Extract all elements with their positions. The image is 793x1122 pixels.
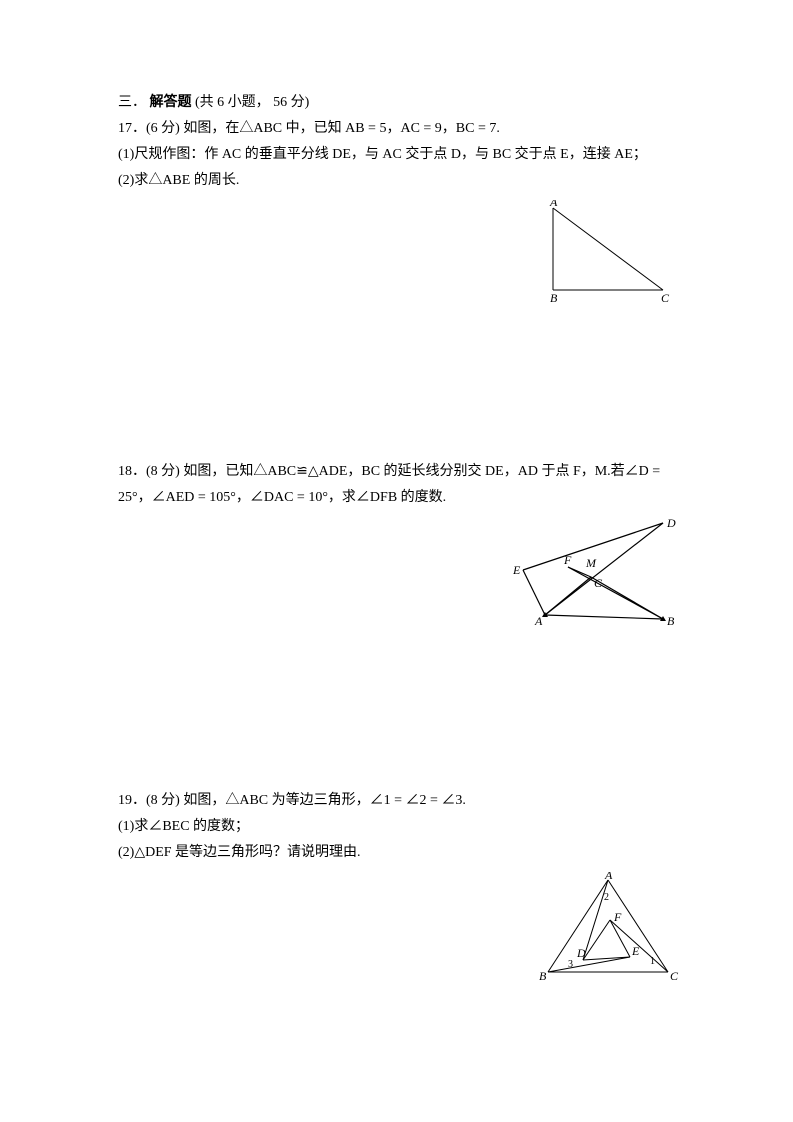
svg-text:E: E	[513, 563, 521, 577]
q17-stem-text: 如图，在△ABC 中，已知 AB = 5，AC = 9，BC = 7.	[183, 121, 500, 136]
q18-figure: A B C D E FM	[513, 515, 683, 633]
q17-sub1: (1)尺规作图：作 AC 的垂直平分线 DE，与 AC 交于点 D，与 BC 交…	[118, 142, 683, 168]
svg-text:2: 2	[604, 892, 609, 903]
q17-number: 17．	[118, 121, 146, 136]
svg-text:C: C	[670, 969, 679, 983]
heading-prefix: 三．	[118, 95, 146, 110]
q17-figure: A B C	[533, 200, 683, 305]
q19-sub2: (2)△DEF 是等边三角形吗？请说明理由.	[118, 840, 683, 866]
svg-text:D: D	[576, 946, 586, 960]
q19-stem: 19．(8 分) 如图，△ABC 为等边三角形，∠1 = ∠2 = ∠3.	[118, 788, 683, 814]
q17-figure-block: A B C	[118, 200, 693, 315]
q18-points: (8 分)	[146, 464, 183, 479]
svg-text:F: F	[613, 910, 622, 924]
q18-number: 18．	[118, 464, 146, 479]
q19-number: 19．	[118, 793, 146, 808]
svg-text:D: D	[666, 516, 676, 530]
svg-text:A: A	[549, 200, 558, 209]
svg-text:A: A	[604, 872, 613, 882]
q17-points: (6 分)	[146, 121, 183, 136]
q17-stem: 17．(6 分) 如图，在△ABC 中，已知 AB = 5，AC = 9，BC …	[118, 116, 683, 142]
svg-text:B: B	[550, 291, 558, 305]
q18-stem-a: 18．(8 分) 如图，已知△ABC≌△ADE，BC 的延长线分别交 DE，AD…	[118, 459, 683, 485]
svg-text:A: A	[534, 614, 543, 628]
q18-stem-text-a: 如图，已知△ABC≌△ADE，BC 的延长线分别交 DE，AD 于点 F，M.若…	[183, 464, 660, 479]
svg-text:1: 1	[650, 956, 655, 967]
svg-text:B: B	[667, 614, 675, 628]
section-heading: 三． 解答题 (共 6 小题， 56 分)	[118, 90, 683, 116]
svg-text:C: C	[594, 576, 603, 590]
q17-sub2: (2)求△ABE 的周长.	[118, 168, 683, 194]
heading-suffix: (共 6 小题， 56 分)	[195, 95, 309, 110]
q19-stem-text: 如图，△ABC 为等边三角形，∠1 = ∠2 = ∠3.	[183, 793, 466, 808]
svg-text:F: F	[563, 553, 572, 567]
q18-figure-block: A B C D E FM	[118, 515, 758, 643]
q18-stem-b: 25°，∠AED = 105°，∠DAC = 10°，求∠DFB 的度数.	[118, 485, 683, 511]
spacer2	[118, 643, 683, 788]
svg-text:3: 3	[568, 959, 573, 970]
heading-title: 解答题	[150, 95, 192, 110]
q19-points: (8 分)	[146, 793, 183, 808]
q19-figure-block: A B C D E F 1 2 3	[118, 872, 693, 997]
q19-sub1: (1)求∠BEC 的度数；	[118, 814, 683, 840]
svg-text:M: M	[585, 556, 597, 570]
svg-text:B: B	[539, 969, 547, 983]
q19-figure: A B C D E F 1 2 3	[538, 872, 683, 987]
svg-text:E: E	[631, 944, 640, 958]
spacer1	[118, 314, 683, 459]
svg-text:C: C	[661, 291, 670, 305]
